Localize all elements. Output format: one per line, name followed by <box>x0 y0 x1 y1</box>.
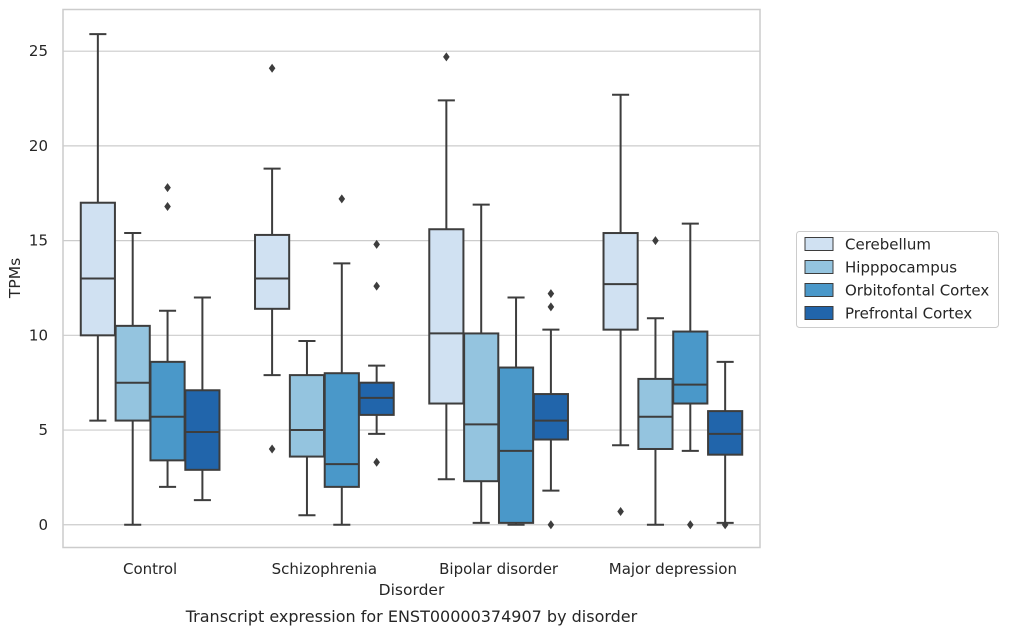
box-1-3 <box>358 239 395 467</box>
y-axis-title: TPMs <box>6 258 24 299</box>
x-axis-title: Disorder <box>379 581 445 599</box>
box-body <box>254 233 291 310</box>
box-2-1 <box>463 203 500 524</box>
y-tick-label: 15 <box>29 232 48 250</box>
box-body <box>497 366 535 524</box>
chart-caption: Transcript expression for ENST0000037490… <box>185 607 638 626</box>
y-tick-label: 10 <box>29 326 48 344</box>
y-tick-label: 0 <box>38 516 48 534</box>
box-0-2 <box>149 183 186 488</box>
box-body <box>149 360 186 462</box>
outlier-point <box>721 520 729 530</box>
x-tick-labels: Control Schizophrenia Bipolar disorder Majo… <box>123 560 737 578</box>
box-body <box>428 228 465 405</box>
box-plots <box>79 33 744 530</box>
outlier-point <box>338 194 346 204</box>
outlier-point <box>687 520 694 530</box>
outlier-point <box>547 302 555 312</box>
box-body <box>672 330 709 405</box>
outlier-point <box>373 457 380 467</box>
box-3-1 <box>637 236 674 526</box>
box-3-3 <box>707 360 744 530</box>
box-body <box>114 324 151 422</box>
plot-frame <box>62 8 761 549</box>
box-0-1 <box>114 232 151 526</box>
outlier-point <box>164 183 171 193</box>
box-1-0 <box>254 63 291 454</box>
outlier-point <box>268 63 276 73</box>
outlier-point <box>373 239 380 249</box>
x-tick-label: Bipolar disorder <box>439 560 559 578</box>
y-tick-label: 20 <box>29 137 48 155</box>
box-body <box>637 377 674 450</box>
legend-label: Hipppocampus <box>845 259 957 277</box>
legend-label: Cerebellum <box>845 236 931 254</box>
box-2-0 <box>428 52 465 481</box>
box-3-2 <box>672 222 709 530</box>
legend: Cerebellum Hipppocampus Orbitofontal Corte… <box>796 231 999 328</box>
box-body <box>463 332 500 483</box>
legend-swatch <box>804 237 834 251</box>
box-body <box>184 389 221 471</box>
outlier-point <box>443 52 450 62</box>
y-tick-label: 5 <box>38 421 48 439</box>
y-tick-labels: 0 5 10 15 20 25 <box>29 42 48 534</box>
box-1-2 <box>323 194 360 526</box>
outlier-point <box>617 507 624 517</box>
outlier-point <box>547 520 555 530</box>
y-tick-label: 25 <box>29 42 48 60</box>
legend-frame <box>796 231 999 328</box>
box-body <box>288 374 326 458</box>
box-body <box>79 201 116 337</box>
outlier-point <box>373 281 380 291</box>
legend-label: Prefrontal Cortex <box>845 305 972 323</box>
x-tick-label: Schizophrenia <box>272 560 377 578</box>
outlier-point <box>268 444 276 454</box>
box-0-3 <box>184 296 221 502</box>
outlier-point <box>652 236 659 246</box>
box-3-0 <box>602 93 639 517</box>
x-tick-label: Control <box>123 560 177 578</box>
x-tick-label: Major depression <box>609 560 737 578</box>
legend-label: Orbitofontal Cortex <box>845 282 989 300</box>
box-2-2 <box>497 296 535 526</box>
box-body <box>323 372 360 488</box>
box-body <box>602 232 639 331</box>
box-2-3 <box>532 289 569 530</box>
box-1-1 <box>288 340 326 517</box>
box-body <box>532 393 569 441</box>
outlier-point <box>164 202 171 212</box>
legend-swatch <box>804 306 834 320</box>
legend-swatch <box>804 260 834 274</box>
box-0-0 <box>79 33 116 422</box>
outlier-point <box>547 289 555 299</box>
legend-swatch <box>804 283 834 297</box>
